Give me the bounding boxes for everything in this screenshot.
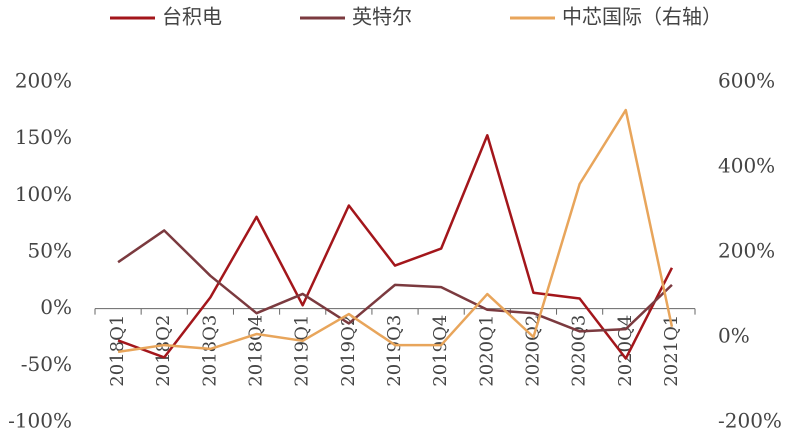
x-tick-label: 2018Q4	[246, 315, 267, 387]
series-line	[117, 134, 674, 360]
y-tick-label: -50%	[21, 352, 72, 376]
y2-tick-label: 400%	[718, 154, 775, 178]
x-tick-label: 2020Q4	[615, 315, 636, 387]
y-tick-label: 150%	[15, 125, 72, 149]
x-tick-label: 2020Q1	[476, 315, 497, 387]
y-tick-label: 0%	[40, 295, 72, 319]
x-tick-label: 2021Q1	[661, 315, 682, 387]
x-tick-label: 2019Q2	[338, 315, 359, 387]
y-tick-label: -100%	[8, 409, 72, 433]
y-tick-label: 100%	[15, 182, 72, 206]
legend-label: 中芯国际（右轴）	[562, 5, 722, 29]
x-tick-label: 2020Q2	[522, 315, 543, 387]
x-tick-label: 2018Q2	[153, 315, 174, 387]
y-tick-label: 50%	[28, 239, 72, 263]
legend-label: 英特尔	[352, 5, 412, 29]
x-tick-label: 2019Q3	[384, 315, 405, 387]
y2-tick-label: 200%	[718, 239, 775, 263]
x-tick-label: 2020Q3	[569, 315, 590, 387]
x-tick-label: 2018Q1	[107, 315, 128, 387]
x-tick-label: 2018Q3	[199, 315, 220, 387]
series-line	[117, 108, 674, 354]
y-tick-label: 200%	[15, 69, 72, 93]
x-tick-label: 2019Q1	[292, 315, 313, 387]
legend-label: 台积电	[162, 5, 222, 29]
x-tick-label: 2019Q4	[430, 315, 451, 387]
y2-tick-label: 0%	[718, 324, 750, 348]
y2-tick-label: -200%	[718, 409, 782, 433]
y2-tick-label: 600%	[718, 69, 775, 93]
series-line	[117, 229, 673, 333]
